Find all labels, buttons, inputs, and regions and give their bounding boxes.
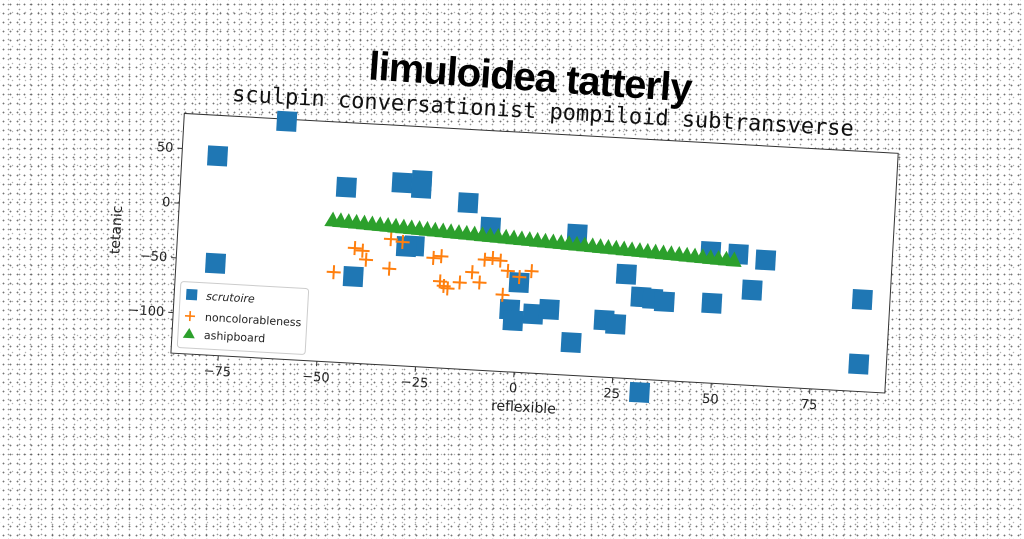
point-scrutoire <box>755 250 776 271</box>
x-tick-label: −25 <box>400 375 428 392</box>
point-scrutoire <box>336 177 357 198</box>
point-scrutoire <box>343 266 364 287</box>
x-tick-label: −50 <box>302 369 330 386</box>
point-scrutoire <box>502 310 523 331</box>
point-scrutoire <box>396 236 417 257</box>
y-tick-label: −100 <box>128 303 165 320</box>
point-scrutoire <box>605 314 626 335</box>
y-tick-label: 0 <box>162 195 171 210</box>
x-tick-label: 50 <box>702 392 719 408</box>
point-scrutoire <box>654 291 675 312</box>
y-tick-label: −50 <box>139 249 167 266</box>
point-scrutoire <box>701 293 722 314</box>
point-scrutoire <box>616 264 637 285</box>
legend-marker-scrutoire <box>186 289 198 301</box>
point-scrutoire <box>205 253 226 274</box>
point-scrutoire <box>276 111 297 132</box>
point-scrutoire <box>629 382 650 403</box>
y-tick-label: 50 <box>156 140 173 156</box>
point-scrutoire <box>391 172 412 193</box>
point-scrutoire <box>411 178 432 199</box>
point-scrutoire <box>539 299 560 320</box>
point-scrutoire <box>458 192 479 213</box>
point-scrutoire <box>561 332 582 353</box>
point-scrutoire <box>848 354 869 375</box>
chart-legend: scrutoire noncolorableness ashipboard <box>177 282 308 355</box>
x-tick-label: 25 <box>603 386 620 402</box>
y-axis-label: tetanic <box>107 205 126 254</box>
legend-label-scrutoire: scrutoire <box>206 290 256 306</box>
x-tick-label: −75 <box>203 364 231 381</box>
x-tick-label: 75 <box>800 397 817 413</box>
point-scrutoire <box>207 145 228 166</box>
x-tick-label: 0 <box>509 381 518 396</box>
point-scrutoire <box>852 289 873 310</box>
x-axis-label: reflexible <box>491 398 557 418</box>
point-scrutoire <box>742 280 763 301</box>
